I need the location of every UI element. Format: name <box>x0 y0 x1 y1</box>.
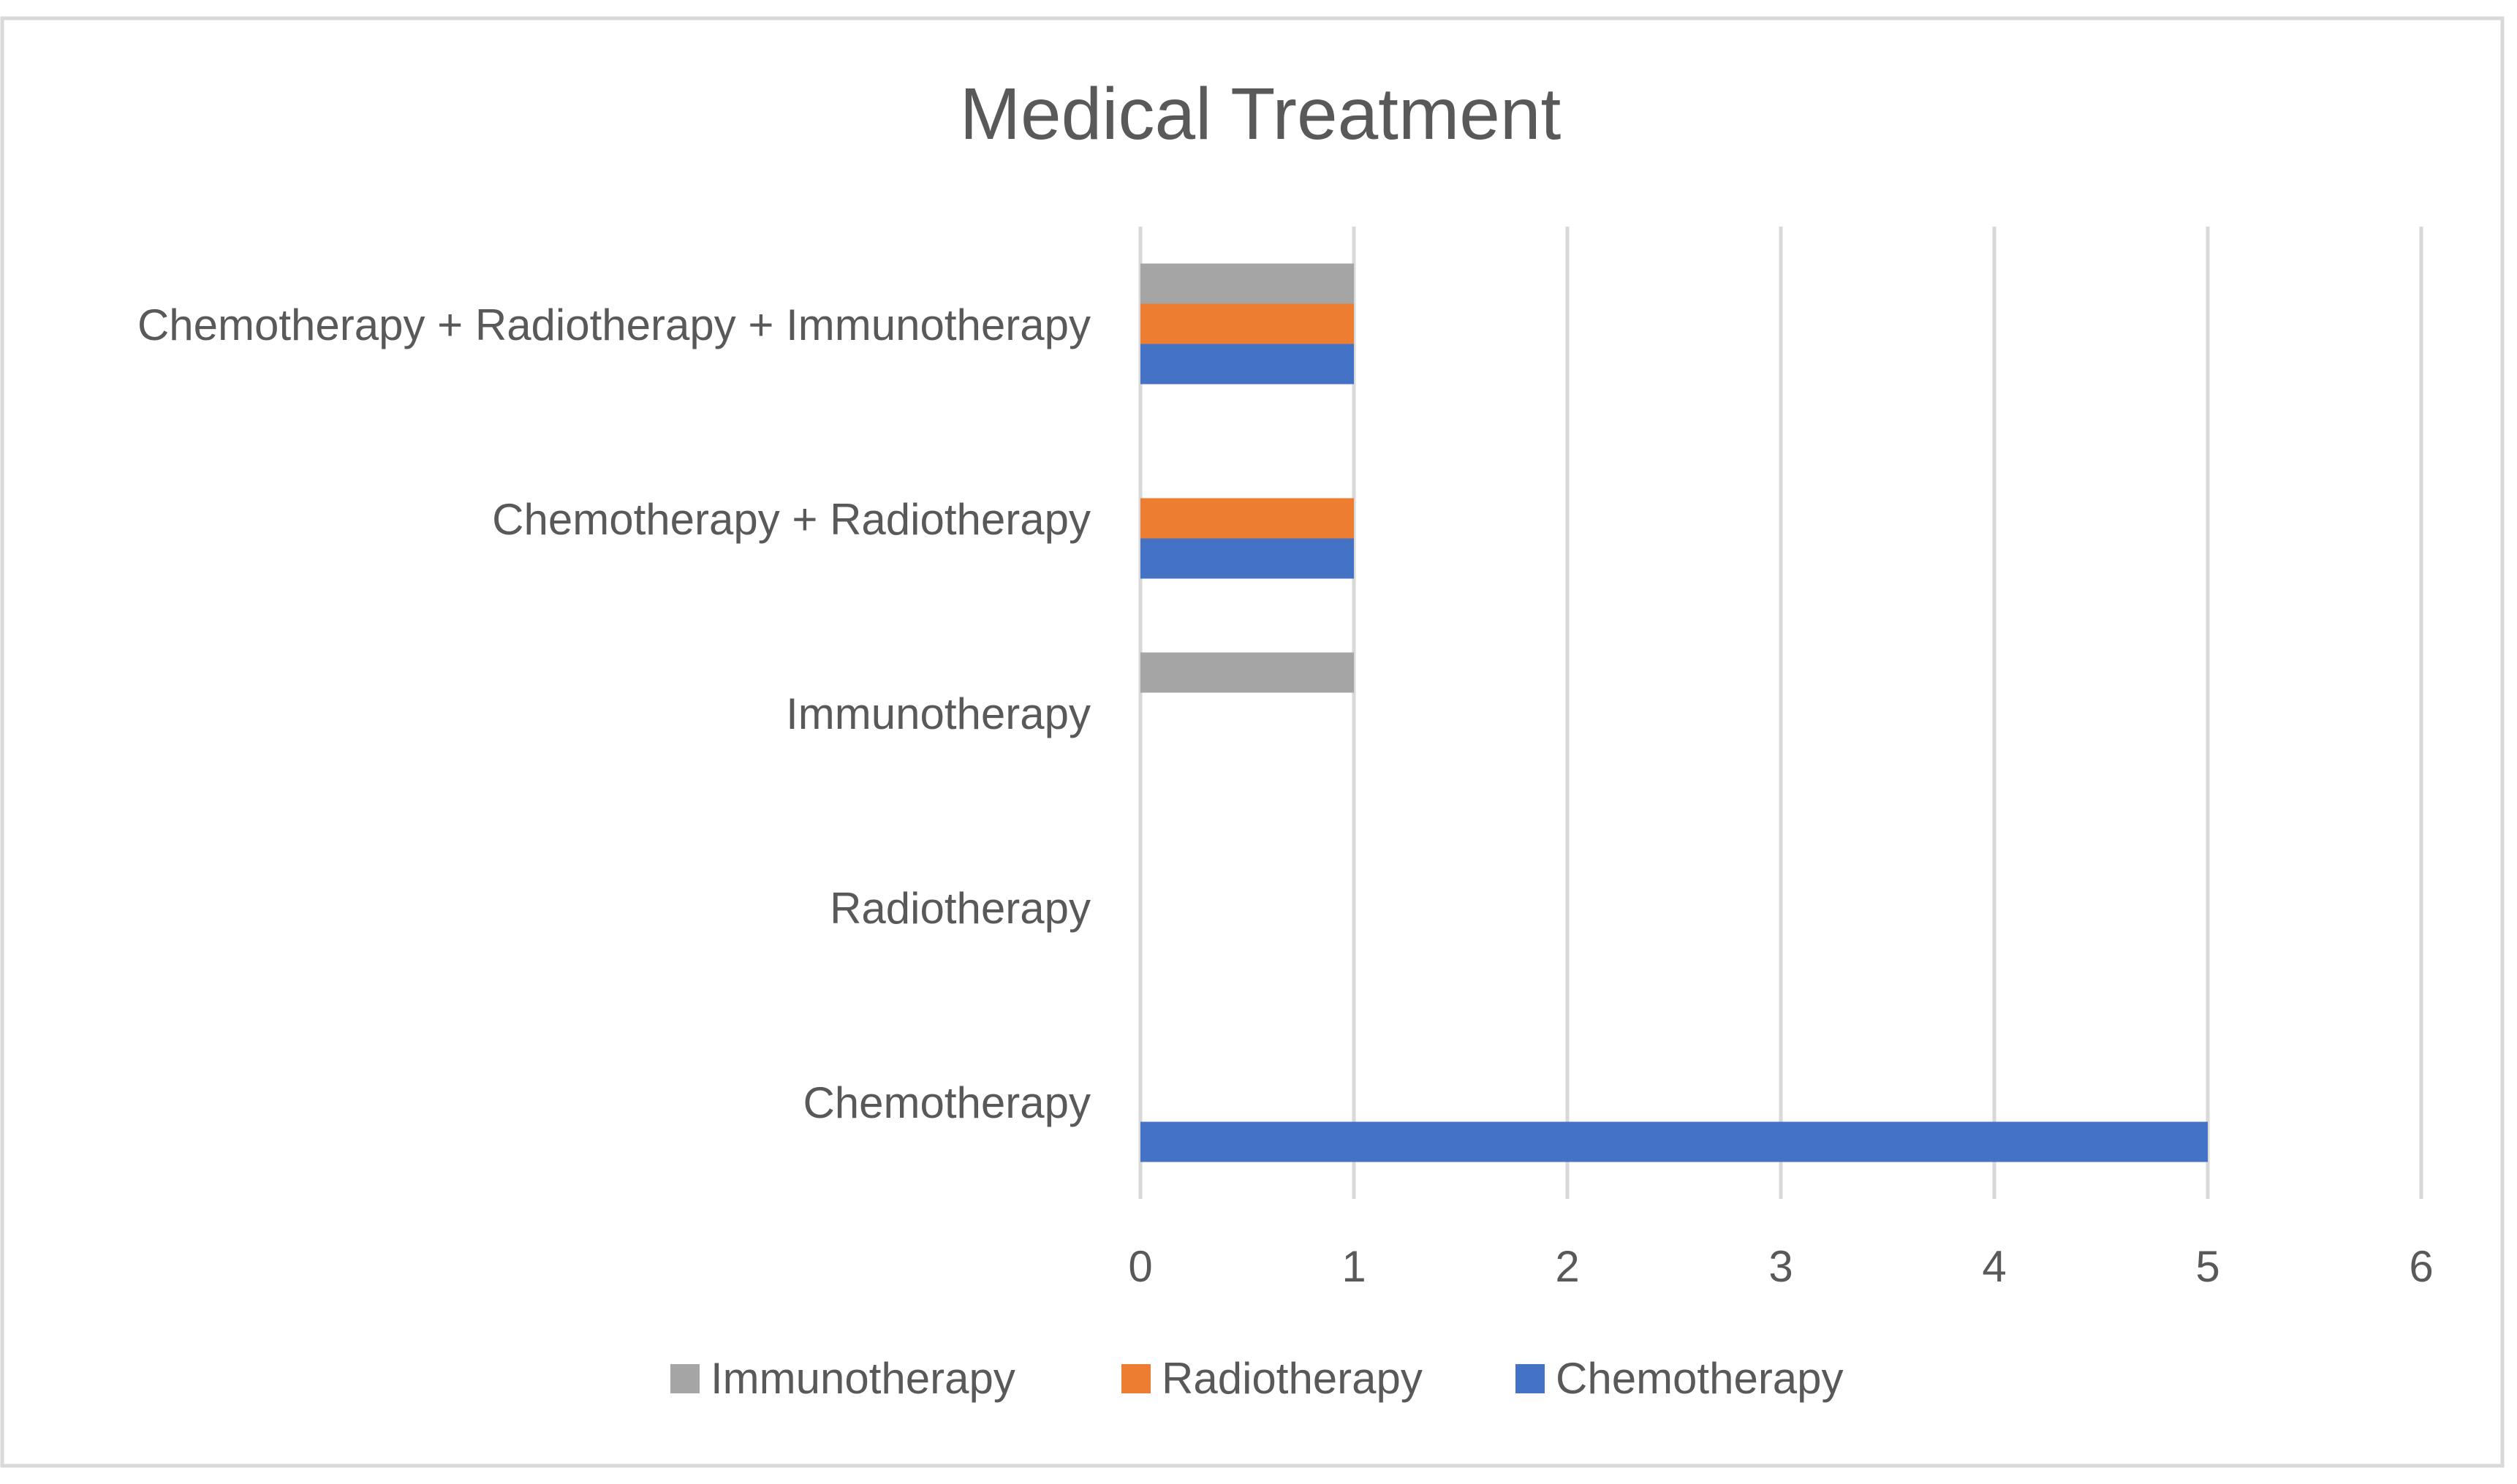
x-tick-label-3: 3 <box>1768 1242 1793 1291</box>
x-tick-label-5: 5 <box>2195 1242 2219 1291</box>
x-tick-labels: 0 1 2 3 4 5 6 <box>1128 1242 2433 1291</box>
legend-swatch-chemotherapy <box>1515 1364 1545 1393</box>
category-label-0: Chemotherapy <box>803 1078 1091 1127</box>
x-tick-label-0: 0 <box>1128 1242 1152 1291</box>
legend-swatch-radiotherapy <box>1121 1364 1151 1393</box>
bar-immunotherapy-2 <box>1140 652 1354 693</box>
category-labels: Chemotherapy Radiotherapy Immunotherapy Che… <box>137 300 1091 1127</box>
x-tick-label-2: 2 <box>1555 1242 1579 1291</box>
bar-chemotherapy-0 <box>1140 1121 2208 1162</box>
category-label-4: Chemotherapy + Radiotherapy + Immunother… <box>137 300 1091 349</box>
bar-radiotherapy-3 <box>1140 498 1354 539</box>
chart-frame <box>0 16 2505 1468</box>
legend-label-immunotherapy: Immunotherapy <box>711 1354 1015 1403</box>
bar-chemotherapy-4 <box>1140 344 1354 385</box>
bar-chemotherapy-3 <box>1140 538 1354 579</box>
chart-title: Medical Treatment <box>960 73 1562 155</box>
category-label-3: Chemotherapy + Radiotherapy <box>492 495 1091 544</box>
legend-label-radiotherapy: Radiotherapy <box>1162 1354 1423 1403</box>
x-tick-label-1: 1 <box>1341 1242 1366 1291</box>
gridlines <box>1138 227 2423 1199</box>
bars <box>1140 263 2208 1162</box>
x-tick-label-4: 4 <box>1982 1242 2006 1291</box>
category-label-1: Radiotherapy <box>830 884 1091 933</box>
bar-radiotherapy-4 <box>1140 303 1354 344</box>
legend-swatch-immunotherapy <box>670 1364 700 1393</box>
legend-label-chemotherapy: Chemotherapy <box>1556 1354 1844 1403</box>
bar-immunotherapy-4 <box>1140 263 1354 304</box>
category-label-2: Immunotherapy <box>786 689 1091 738</box>
legend: Immunotherapy Radiotherapy Chemotherapy <box>670 1354 1844 1403</box>
x-tick-label-6: 6 <box>2409 1242 2433 1291</box>
